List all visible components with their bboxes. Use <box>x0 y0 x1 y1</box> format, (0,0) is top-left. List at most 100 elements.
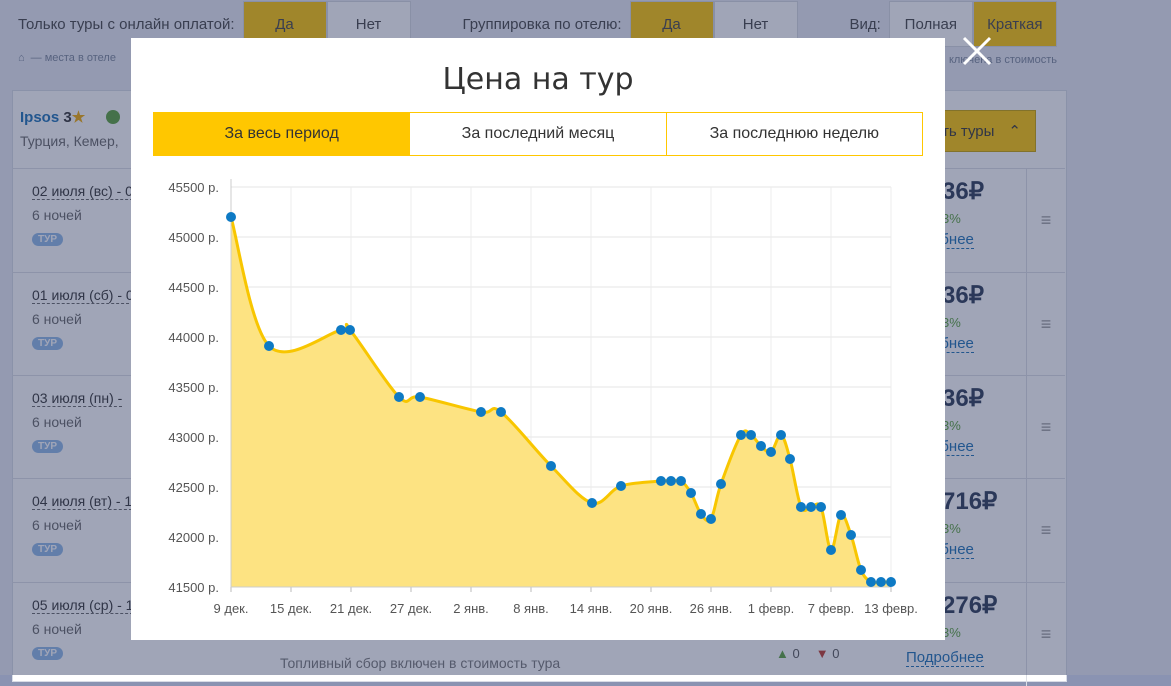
tour-date[interactable]: 04 июля (вт) - 1 <box>32 493 133 510</box>
price-point[interactable] <box>476 407 486 417</box>
tour-price: 716₽ <box>942 488 998 515</box>
price-point[interactable] <box>736 430 746 440</box>
x-tick-label: 14 янв. <box>570 601 613 616</box>
star-icon: ★ <box>71 109 86 126</box>
x-tick-label: 20 янв. <box>630 601 673 616</box>
price-point[interactable] <box>656 476 666 486</box>
price-area <box>231 217 891 587</box>
x-tick-label: 26 янв. <box>690 601 733 616</box>
price-point[interactable] <box>716 479 726 489</box>
tab-last-week[interactable]: За последнюю неделю <box>665 113 922 155</box>
price-point[interactable] <box>345 325 355 335</box>
price-point[interactable] <box>856 565 866 575</box>
tour-date[interactable]: 03 июля (пн) - <box>32 390 123 407</box>
price-point[interactable] <box>706 514 716 524</box>
price-point[interactable] <box>676 476 686 486</box>
modal-title: Цена на тур <box>442 62 634 97</box>
tour-nights: 6 ночей <box>32 517 82 533</box>
tour-date[interactable]: 05 июля (ср) - 1 <box>32 597 134 614</box>
x-tick-label: 2 янв. <box>453 601 489 616</box>
tab-all-period[interactable]: За весь период <box>154 113 410 155</box>
y-tick-label: 43000 р. <box>168 430 219 445</box>
legend-places: — места в отеле <box>30 52 116 64</box>
price-point[interactable] <box>264 341 274 351</box>
price-chart-modal: Цена на тур За весь период За последний … <box>131 38 945 640</box>
period-tabs: За весь период За последний месяц За пос… <box>153 112 923 156</box>
menu-icon[interactable]: ≡ <box>1026 273 1065 376</box>
tour-nights: 6 ночей <box>32 414 82 430</box>
menu-icon[interactable]: ≡ <box>1026 376 1065 479</box>
tour-price: 36₽ <box>942 385 984 412</box>
tour-badge: ТУР <box>32 647 63 660</box>
price-point[interactable] <box>886 577 896 587</box>
tour-nights: 6 ночей <box>32 207 82 223</box>
tour-badge: ТУР <box>32 543 63 556</box>
tour-discount: 3% <box>942 521 961 536</box>
tour-date[interactable]: 01 июля (сб) - 0 <box>32 287 134 304</box>
online-pay-label: Только туры с онлайн оплатой: <box>18 15 235 33</box>
price-point[interactable] <box>226 212 236 222</box>
home-icon: ⌂ <box>18 52 25 64</box>
price-point[interactable] <box>686 488 696 498</box>
price-point[interactable] <box>836 510 846 520</box>
price-point[interactable] <box>876 577 886 587</box>
y-tick-label: 42500 р. <box>168 480 219 495</box>
menu-icon[interactable]: ≡ <box>1026 583 1065 686</box>
tour-price: 36₽ <box>942 178 984 205</box>
tour-discount: 3% <box>942 315 961 330</box>
price-point[interactable] <box>666 476 676 486</box>
price-point[interactable] <box>496 407 506 417</box>
price-point[interactable] <box>415 392 425 402</box>
hotel-name[interactable]: Ipsos 3★ <box>20 108 85 126</box>
tour-discount: 3% <box>942 211 961 226</box>
price-point[interactable] <box>756 441 766 451</box>
tour-discount: 3% <box>942 625 961 640</box>
group-label: Группировка по отелю: <box>462 15 622 33</box>
price-point[interactable] <box>796 502 806 512</box>
price-point[interactable] <box>336 325 346 335</box>
tour-nights: 6 ночей <box>32 311 82 327</box>
price-point[interactable] <box>696 509 706 519</box>
menu-icon[interactable]: ≡ <box>1026 479 1065 582</box>
likes: ▲ 0 ▼ 0 <box>776 646 839 661</box>
price-point[interactable] <box>616 481 626 491</box>
price-point[interactable] <box>746 430 756 440</box>
tour-price: 276₽ <box>942 592 998 619</box>
tour-date[interactable]: 02 июля (вс) - 0 <box>32 183 133 200</box>
show-tours-button[interactable]: ть туры ⌃ <box>936 110 1036 152</box>
y-tick-label: 45000 р. <box>168 230 219 245</box>
x-tick-label: 27 дек. <box>390 601 432 616</box>
tour-badge: ТУР <box>32 233 63 246</box>
tab-last-month[interactable]: За последний месяц <box>409 113 665 155</box>
tour-discount: 3% <box>942 418 961 433</box>
hotel-location: Турция, Кемер, <box>20 133 119 149</box>
like-button[interactable]: ▲ 0 <box>776 646 800 661</box>
close-icon[interactable] <box>960 34 994 68</box>
menu-icon[interactable]: ≡ <box>1026 169 1065 272</box>
show-tours-label: ть туры <box>942 122 995 140</box>
price-point[interactable] <box>766 447 776 457</box>
hotel-name-text[interactable]: Ipsos <box>20 109 60 126</box>
x-tick-label: 21 дек. <box>330 601 372 616</box>
y-tick-label: 44500 р. <box>168 280 219 295</box>
x-tick-label: 9 дек. <box>214 601 249 616</box>
price-point[interactable] <box>826 545 836 555</box>
price-point[interactable] <box>866 577 876 587</box>
thumbs-up-icon: ▲ <box>776 646 789 661</box>
price-point[interactable] <box>776 430 786 440</box>
x-tick-label: 7 февр. <box>808 601 855 616</box>
x-tick-label: 1 февр. <box>748 601 795 616</box>
price-point[interactable] <box>394 392 404 402</box>
thumbs-down-icon: ▼ <box>815 646 829 661</box>
y-tick-label: 45500 р. <box>168 180 219 195</box>
price-point[interactable] <box>806 502 816 512</box>
price-point[interactable] <box>587 498 597 508</box>
y-tick-label: 44000 р. <box>168 330 219 345</box>
tour-more-link[interactable]: Подробнее <box>906 649 984 667</box>
price-point[interactable] <box>846 530 856 540</box>
dislike-button[interactable]: ▼ 0 <box>816 646 840 661</box>
price-point[interactable] <box>546 461 556 471</box>
price-point[interactable] <box>785 454 795 464</box>
price-point[interactable] <box>816 502 826 512</box>
dislike-count: 0 <box>832 646 840 661</box>
